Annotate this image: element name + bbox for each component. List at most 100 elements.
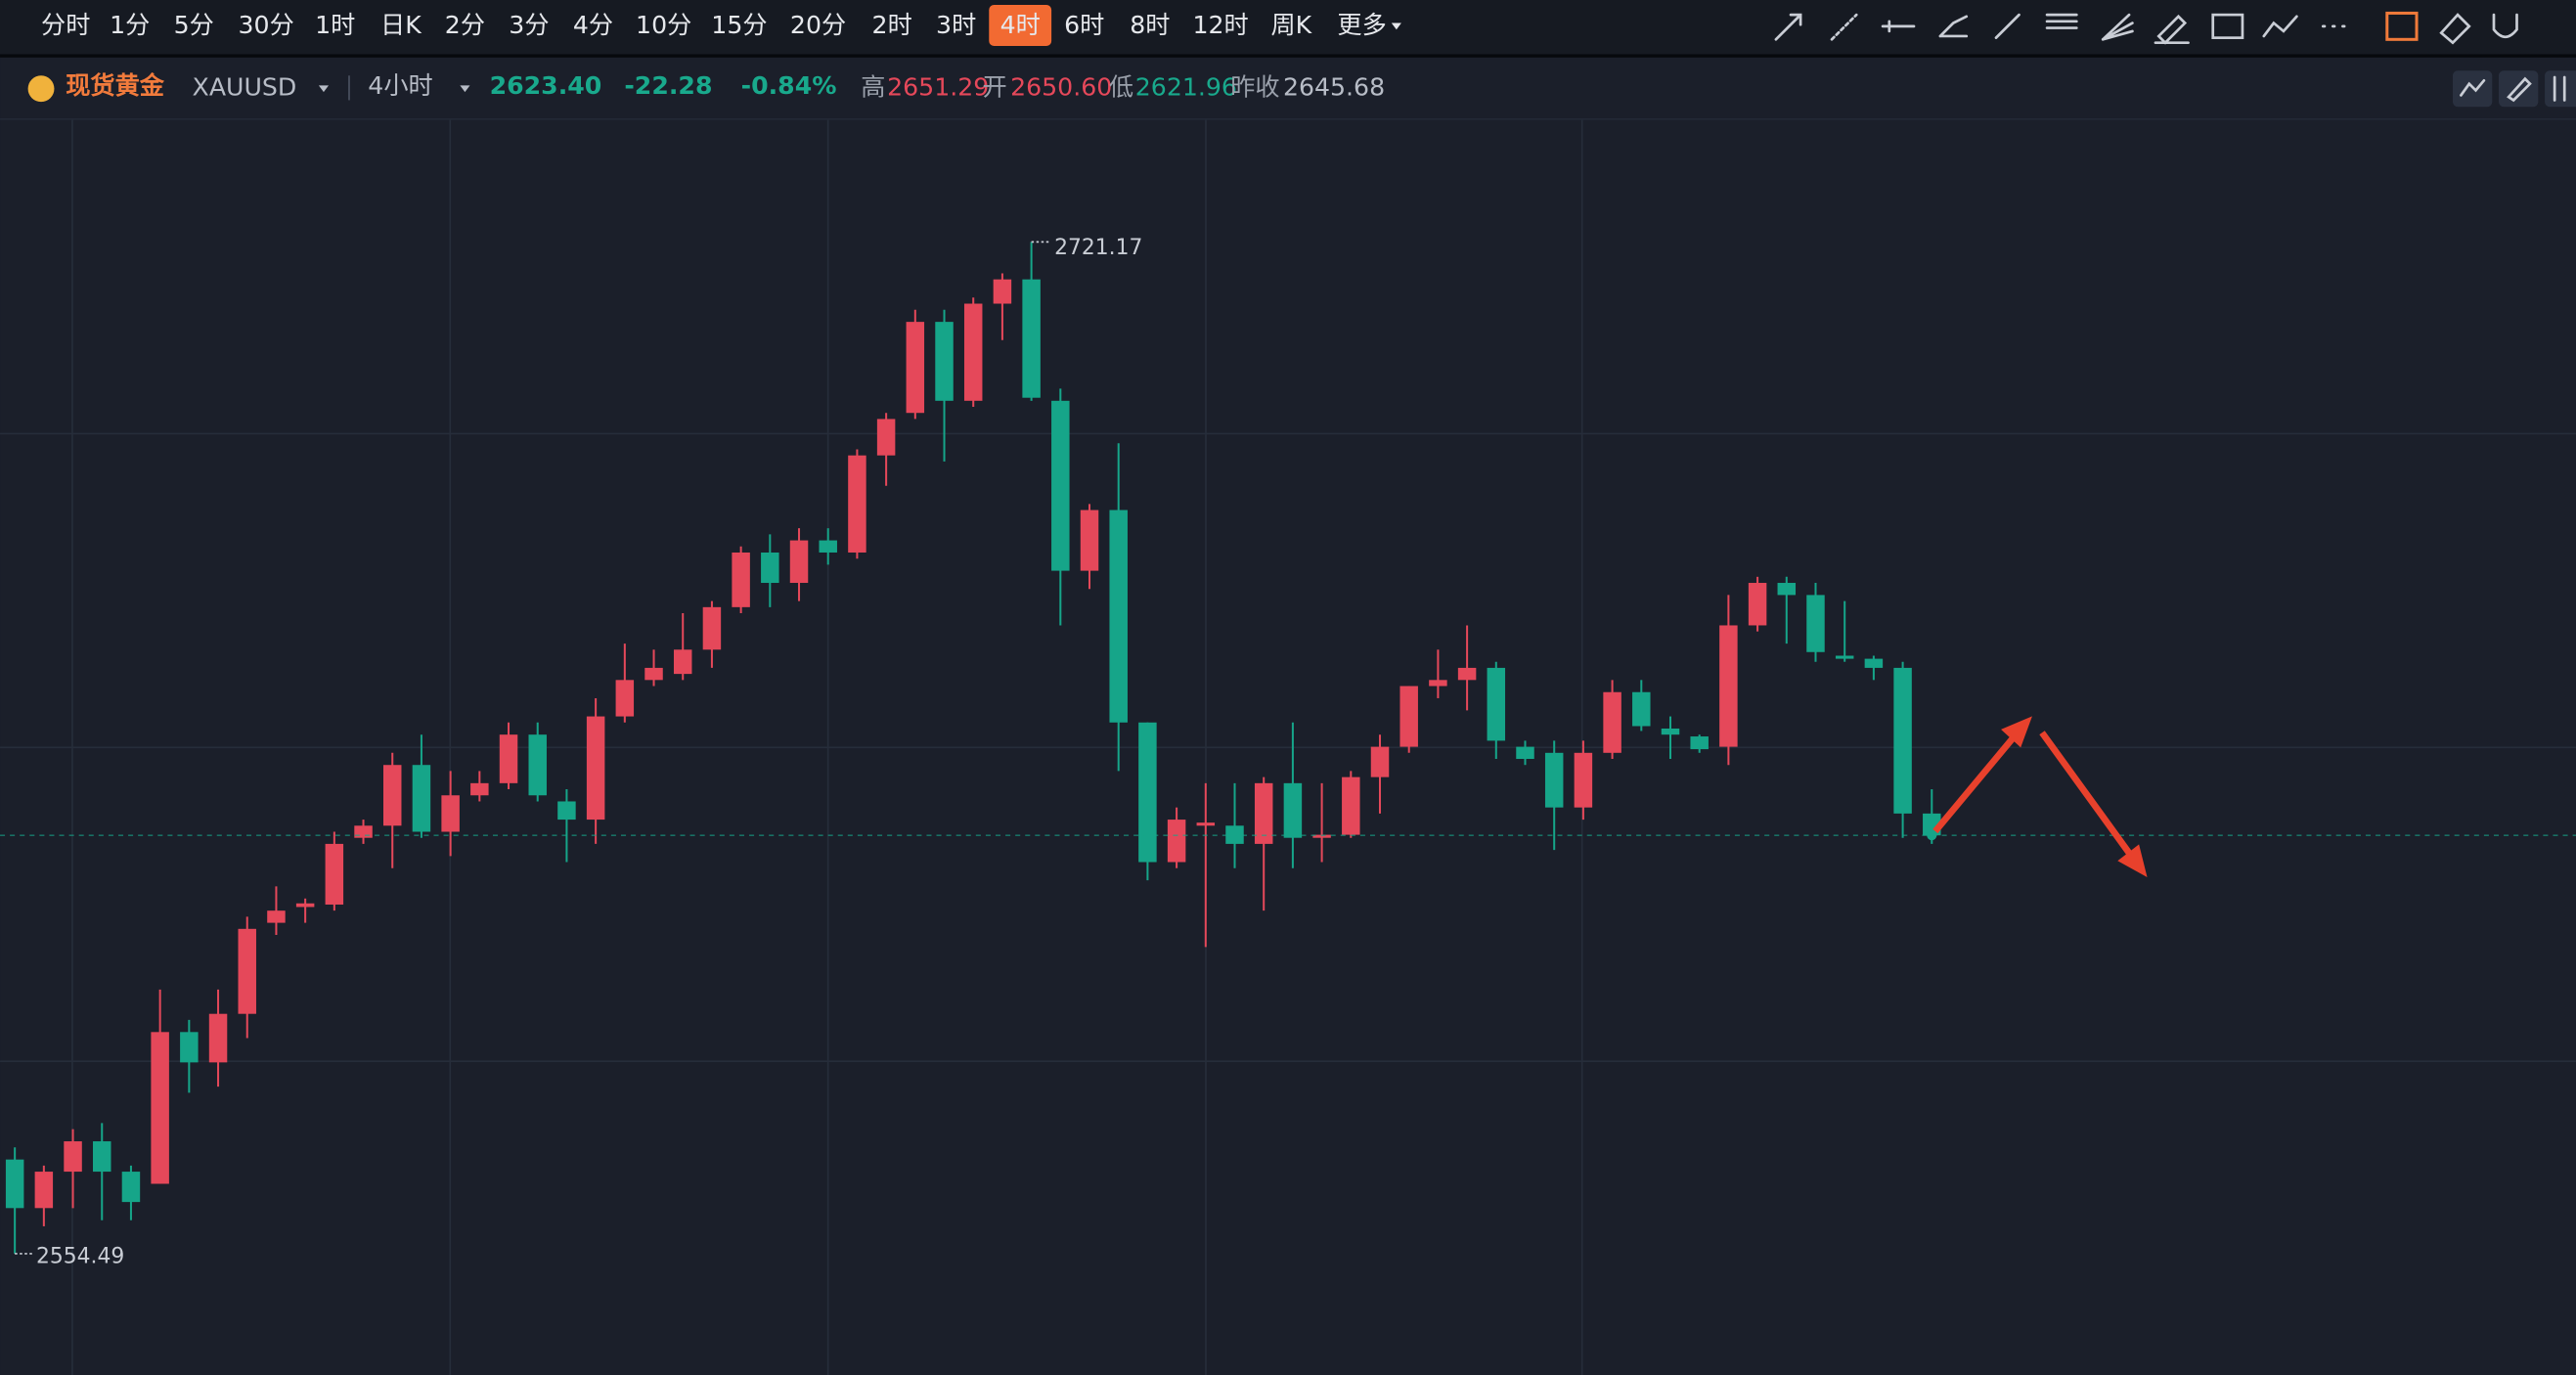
interval-tab[interactable]: 12时 [1193, 11, 1249, 39]
toolbar-divider [0, 54, 2576, 58]
candle-body [848, 455, 866, 553]
candle-body [1719, 625, 1738, 747]
interval-tab[interactable]: 15分 [711, 11, 767, 39]
interval-tab[interactable]: 日K [380, 11, 422, 39]
header-divider [0, 117, 2576, 120]
edit-tool[interactable] [2385, 11, 2419, 41]
candle-body [267, 910, 286, 923]
more-caret [1391, 22, 1401, 30]
low-value: 2621.96 [1135, 73, 1237, 102]
fib-tool[interactable] [2045, 13, 2078, 29]
draw-button[interactable] [2499, 70, 2539, 108]
candle-body [93, 1141, 111, 1173]
up-arrow [1932, 731, 2021, 834]
candle-body [295, 903, 315, 908]
interval-tab[interactable]: 3时 [936, 11, 976, 39]
candle-body [732, 552, 750, 607]
interval-tab[interactable]: 2分 [445, 11, 485, 39]
interval-tab[interactable]: 1时 [315, 11, 355, 39]
candle-body [382, 765, 402, 826]
candle-body [615, 680, 635, 717]
interval-tab[interactable]: 1分 [110, 11, 150, 39]
trend-tool[interactable] [1994, 13, 2021, 39]
low-marker-label: 2554.49 [36, 1244, 124, 1268]
magnet-tool[interactable] [2492, 13, 2518, 39]
candle-icon [2553, 75, 2566, 102]
line-tool[interactable] [1881, 20, 1916, 33]
chart-buttons [2452, 70, 2576, 108]
interval-tab[interactable]: 分时 [41, 11, 90, 39]
candle-body [238, 928, 256, 1014]
candle-body [499, 734, 518, 783]
candle-body [1080, 510, 1099, 571]
instrument-symbol[interactable]: XAUUSD [193, 73, 297, 102]
candle-body [876, 419, 896, 456]
candle-body [441, 795, 460, 832]
candle-body [1342, 776, 1360, 835]
candle-body [819, 540, 837, 553]
candle-body [586, 716, 605, 821]
symbol-caret [318, 85, 329, 93]
candle-body [673, 649, 692, 675]
interval-tab[interactable]: 5分 [174, 11, 214, 39]
candle-body [470, 782, 489, 796]
candle-body [1167, 820, 1186, 863]
grid [0, 119, 2576, 1375]
candle-body [325, 843, 344, 905]
candle-body [1370, 746, 1390, 777]
candle-body [5, 1159, 24, 1209]
candle-body [1254, 782, 1273, 844]
candle-body [1283, 782, 1303, 838]
interval-tab[interactable]: 4分 [573, 11, 613, 39]
candle-body [34, 1172, 54, 1209]
candle-button[interactable] [2545, 70, 2576, 108]
pattern-tool[interactable] [2262, 15, 2298, 38]
candle-body [1051, 400, 1070, 571]
open-value: 2650.60 [1010, 73, 1112, 102]
prev-close-label: 昨收 [1230, 73, 1279, 102]
high-marker-label: 2721.17 [1054, 236, 1142, 260]
prev-close-value: 2645.68 [1283, 73, 1385, 102]
candles: 2721.17 2554.49 [0, 236, 2576, 1268]
ray-tool[interactable] [1830, 13, 1858, 41]
candle-body [1690, 736, 1709, 750]
eraser-tool[interactable] [2439, 13, 2471, 45]
period[interactable]: 4小时 [368, 71, 432, 100]
candle-body [208, 1013, 228, 1063]
interval-tab[interactable]: 周K [1271, 11, 1313, 39]
candle-body [935, 322, 954, 401]
candle-body [993, 279, 1012, 304]
active-tab-bg [989, 5, 1052, 47]
candle-body [180, 1032, 199, 1063]
segment-tool[interactable] [1938, 15, 1969, 38]
annotation-arrows [1932, 716, 2148, 878]
brush-tool[interactable] [2154, 14, 2190, 45]
candle-body [761, 552, 779, 584]
interval-tab[interactable]: 更多 [1337, 11, 1386, 39]
fan-tool[interactable] [2101, 13, 2134, 41]
arrow-tool[interactable] [1774, 13, 1802, 41]
image-tool[interactable] [2211, 13, 2244, 39]
down-arrowhead [2117, 844, 2148, 878]
candle-body [1864, 658, 1884, 668]
interval-tab[interactable]: 6时 [1064, 11, 1104, 39]
candle-body [121, 1172, 141, 1203]
interval-tab[interactable]: 30分 [239, 11, 294, 39]
interval-tab[interactable]: 8时 [1130, 11, 1170, 39]
candle-body [64, 1141, 82, 1173]
price-change: -22.28 [624, 71, 712, 100]
interval-tab[interactable]: 20分 [790, 11, 846, 39]
high-value: 2651.29 [887, 73, 989, 102]
interval-tab[interactable]: 4时 [1000, 11, 1041, 39]
draw-icon [2507, 76, 2532, 103]
interval-tab[interactable]: 10分 [636, 11, 691, 39]
high-label: 高 [861, 73, 885, 102]
last-price-dot [1927, 830, 1937, 841]
interval-tab[interactable]: 3分 [509, 11, 549, 39]
up-arrowhead [2001, 716, 2032, 748]
candle-body [1138, 722, 1157, 863]
last-price: 2623.40 [490, 71, 602, 100]
interval-tab[interactable]: 2时 [872, 11, 912, 39]
